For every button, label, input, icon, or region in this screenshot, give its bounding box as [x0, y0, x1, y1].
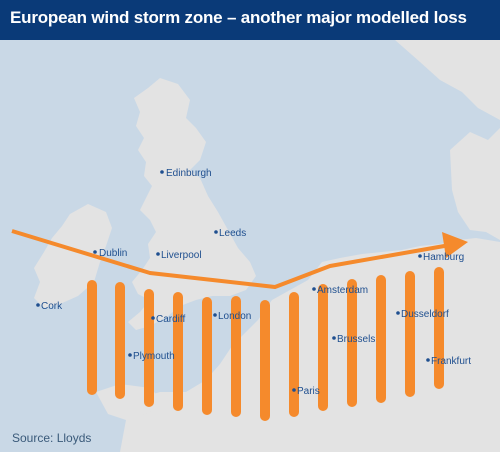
city-dot: [396, 311, 400, 315]
city-label-frankfurt: Frankfurt: [431, 356, 471, 367]
title-bar: European wind storm zone – another major…: [0, 0, 500, 40]
source-caption: Source: Lloyds: [12, 431, 92, 445]
city-label-dusseldorf: Dusseldorf: [401, 309, 449, 320]
city-dot: [93, 250, 97, 254]
city-dot: [151, 316, 155, 320]
city-dot: [214, 230, 218, 234]
city-label-hamburg: Hamburg: [423, 252, 464, 263]
city-label-edinburgh: Edinburgh: [166, 168, 212, 179]
city-labels: Edinburgh Leeds Dublin Liverpool Cork Ca…: [41, 168, 471, 397]
page-title: European wind storm zone – another major…: [10, 8, 467, 27]
city-label-cardiff: Cardiff: [156, 314, 185, 325]
city-dot: [426, 358, 430, 362]
city-label-cork: Cork: [41, 301, 63, 312]
city-label-london: London: [218, 311, 251, 322]
storm-track-line: [11, 229, 451, 289]
city-dot: [36, 303, 40, 307]
land-great-britain: [128, 78, 256, 330]
storm-track-arrow: [11, 229, 468, 289]
city-dot: [418, 254, 422, 258]
land-norway: [395, 40, 500, 120]
city-label-liverpool: Liverpool: [161, 250, 202, 261]
city-dot: [128, 353, 132, 357]
city-dot: [312, 287, 316, 291]
city-dot: [160, 170, 164, 174]
land-denmark-island: [462, 170, 482, 196]
map: Edinburgh Leeds Dublin Liverpool Cork Ca…: [0, 40, 500, 452]
city-label-amsterdam: Amsterdam: [317, 285, 368, 296]
city-label-leeds: Leeds: [219, 228, 246, 239]
city-dot: [156, 252, 160, 256]
city-dot: [292, 388, 296, 392]
city-dot: [332, 336, 336, 340]
city-dot: [213, 313, 217, 317]
arrow-head-icon: [442, 232, 468, 258]
city-label-plymouth: Plymouth: [133, 351, 175, 362]
city-label-paris: Paris: [297, 386, 320, 397]
storm-zone: [87, 267, 444, 421]
city-label-brussels: Brussels: [337, 334, 375, 345]
city-markers: [36, 170, 430, 392]
city-label-dublin: Dublin: [99, 248, 127, 259]
